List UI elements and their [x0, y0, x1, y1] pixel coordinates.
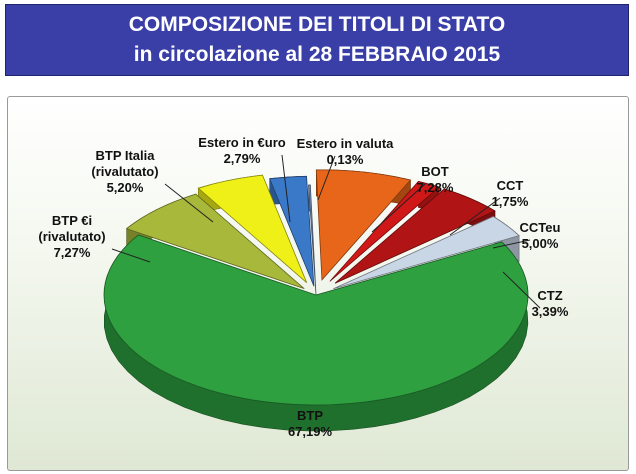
pie-slice-2: [329, 180, 440, 282]
leader-line-2: [449, 197, 501, 236]
pie-slice-6: [125, 193, 305, 290]
slice-label-6: BTP €i (rivalutato) 7,27%: [38, 213, 105, 260]
pie-slice-1: [315, 169, 412, 281]
leader-line-8: [281, 154, 291, 223]
slice-label-0: Estero in valuta 0,13%: [297, 136, 395, 167]
leader-line-3: [492, 239, 531, 249]
pie-slice-7: [197, 174, 308, 284]
pie-slice-4: [333, 216, 520, 290]
leader-line-0: [317, 155, 336, 201]
slice-label-8: Estero in €uro 2,79%: [198, 135, 285, 166]
pie-slice-8: [269, 175, 315, 287]
slice-label-5: BTP 67,19%: [288, 408, 333, 439]
pie-slice-0: [308, 184, 317, 296]
pie-slice-5: [103, 234, 529, 406]
leader-line-6: [111, 248, 151, 263]
title-line-2: in circolazione al 28 FEBBRAIO 2015: [133, 43, 501, 66]
slice-label-2: CCT 1,75%: [492, 178, 529, 209]
slice-label-7: BTP Italia (rivalutato) 5,20%: [91, 148, 158, 195]
leader-line-7: [164, 183, 214, 223]
title-line-1: COMPOSIZIONE DEI TITOLI DI STATO: [128, 13, 506, 36]
title-banner: COMPOSIZIONE DEI TITOLI DI STATO in circ…: [5, 4, 629, 76]
slice-label-1: BOT 7,28%: [417, 164, 454, 195]
pie-slice-3: [334, 188, 496, 284]
leader-line-4: [502, 271, 541, 309]
slice-label-3: CCTeu 5,00%: [520, 220, 561, 251]
leader-line-1: [371, 183, 426, 233]
slice-label-4: CTZ 3,39%: [532, 288, 569, 319]
